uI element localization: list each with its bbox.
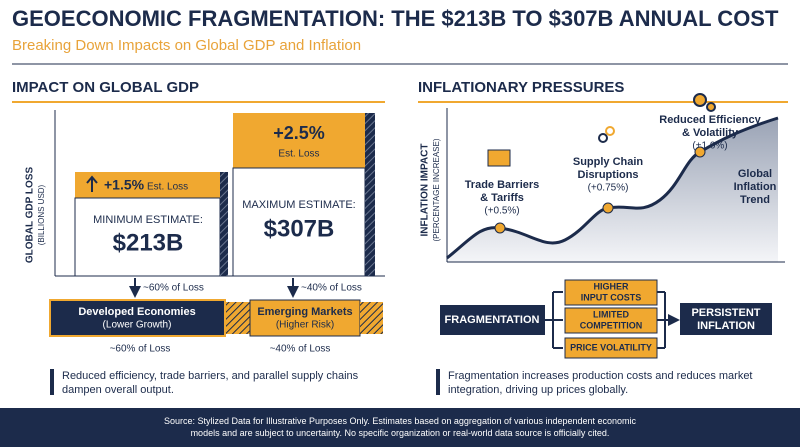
bar-top [233, 113, 365, 168]
point-label: Disruptions [577, 169, 638, 181]
connector [545, 291, 563, 349]
bar-value: $307B [264, 215, 335, 242]
group-note: (Lower Growth) [103, 320, 172, 331]
point-value: (+1.0%) [692, 141, 727, 152]
point-value: (+0.5%) [484, 206, 519, 217]
change: +1.5% [104, 177, 145, 193]
trend-area [447, 118, 778, 262]
point [494, 222, 506, 234]
flow-source: FRAGMENTATION [445, 314, 540, 326]
change-note: Est. Loss [147, 182, 188, 193]
share: ~60% of Loss [143, 283, 204, 294]
connector [360, 302, 383, 334]
infographic: GEOECONOMIC FRAGMENTATION: THE $213B TO … [12, 6, 788, 396]
gear-icon [706, 102, 716, 112]
group-share: ~40% of Loss [270, 344, 331, 355]
driver: COMPETITION [580, 320, 643, 330]
point [694, 146, 706, 158]
note: integration, driving up prices globally. [448, 384, 628, 396]
flow-box [440, 305, 545, 335]
bar-side [220, 172, 228, 276]
bar-top [75, 172, 220, 198]
driver-box [564, 279, 658, 306]
bar [74, 197, 221, 277]
section-heading: INFLATIONARY PRESSURES [418, 79, 624, 96]
point-label: Reduced Efficiency [659, 114, 761, 126]
note: dampen overall output. [62, 384, 174, 396]
share: ~40% of Loss [301, 283, 362, 294]
axis-unit: (BILLIONS USD) [37, 184, 46, 245]
driver: INPUT COSTS [581, 292, 642, 302]
driver: HIGHER [593, 281, 629, 291]
bar [232, 167, 366, 277]
bar-side [365, 113, 375, 276]
up-icon [86, 175, 98, 192]
connector [657, 291, 678, 349]
bar-label: MINIMUM ESTIMATE: [93, 214, 203, 226]
note-bar [50, 369, 54, 395]
note: Fragmentation increases production costs… [448, 370, 753, 382]
change-note: Est. Loss [278, 149, 319, 160]
axis-unit: (PERCENTAGE INCREASE) [432, 138, 441, 241]
driver: LIMITED [593, 309, 629, 319]
point-label: Trade Barriers [465, 179, 540, 191]
trend-label: Trend [740, 194, 770, 206]
chain-icon [598, 133, 608, 143]
container-icon [487, 149, 511, 167]
connector [226, 302, 250, 334]
note-bar [436, 369, 440, 395]
change: +2.5% [273, 123, 325, 143]
axis-label: GLOBAL GDP LOSS [25, 167, 36, 264]
driver: PRICE VOLATILITY [570, 342, 652, 352]
note: Reduced efficiency, trade barriers, and … [62, 370, 359, 382]
group-box [49, 299, 226, 337]
footer-line: Source: Stylized Data for Illustrative P… [163, 416, 637, 426]
group-name: Emerging Markets [257, 306, 352, 318]
driver-box [564, 337, 658, 359]
bar-value: $213B [113, 229, 184, 256]
subtitle: Breaking Down Impacts on Global GDP and … [12, 37, 361, 54]
chain-icon [605, 126, 615, 136]
driver-box [564, 307, 658, 334]
trend-label: Inflation [734, 181, 777, 193]
point-label: & Tariffs [480, 192, 524, 204]
point-value: (+0.75%) [588, 183, 629, 194]
bar-label: MAXIMUM ESTIMATE: [242, 199, 355, 211]
point-label: Supply Chain [573, 156, 644, 168]
flow-result: PERSISTENT [691, 307, 760, 319]
flow-box [680, 303, 772, 335]
group-note: (Higher Risk) [276, 320, 334, 331]
group-share: ~60% of Loss [110, 344, 171, 355]
section-heading: IMPACT ON GLOBAL GDP [12, 79, 199, 96]
footer: Source: Stylized Data for Illustrative P… [0, 408, 800, 447]
footer-line: models and are subject to uncertainty. N… [190, 428, 610, 438]
gear-icon [693, 93, 707, 107]
trend-label: Global [738, 168, 772, 180]
flow-result: INFLATION [697, 320, 755, 332]
point-label: & Volatility [682, 127, 739, 139]
point [602, 202, 614, 214]
title: GEOECONOMIC FRAGMENTATION: THE $213B TO … [12, 6, 779, 31]
axis-label: INFLATION IMPACT [420, 144, 431, 237]
group-name: Developed Economies [78, 306, 195, 318]
